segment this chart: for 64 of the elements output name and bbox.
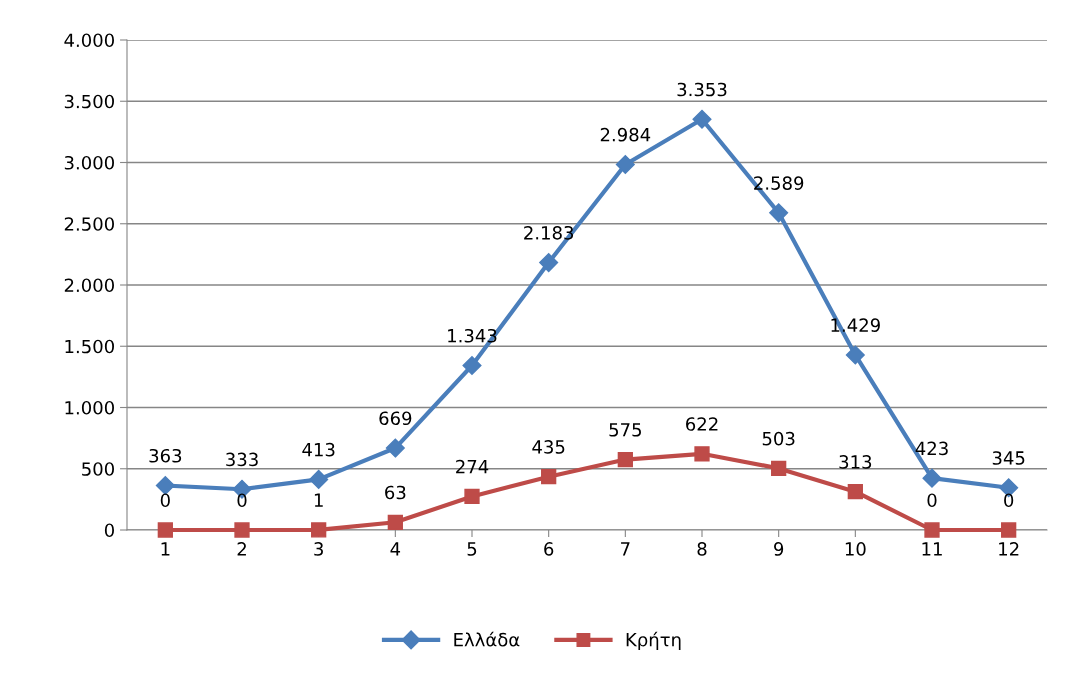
x-tick-label: 4 [390,542,401,556]
y-tick-label: 1.500 [65,339,114,354]
data-label: 423 [915,441,948,456]
point [387,514,403,530]
x-tick-label: 6 [544,542,554,556]
point [234,522,250,538]
data-label: 63 [385,485,406,500]
point [462,355,482,376]
data-label: 0 [1004,493,1014,508]
point [615,154,635,174]
x-tick-label: 12 [999,542,1019,556]
point [539,253,559,273]
y-tick-label: 0 [104,523,114,538]
point [1001,522,1017,538]
point [309,469,329,489]
x-tick-label: 11 [922,542,942,556]
data-label: 575 [609,423,641,437]
data-label: 1 [314,493,323,507]
y-tick-label: 500 [82,462,114,476]
point [464,488,480,505]
point [617,451,633,468]
data-label: 435 [532,440,565,454]
y-tick-label: 4.000 [64,33,114,48]
x-tick-label: 8 [697,542,707,556]
x-tick-label: 3 [314,542,323,556]
legend-label: Κρήτη [626,631,681,651]
x-tick-label: 10 [845,542,866,556]
point [845,345,865,365]
point [692,109,712,129]
y-tick-label: 3.500 [64,94,114,109]
data-label: 0 [927,493,937,508]
data-label: 345 [992,451,1025,465]
point [924,522,940,538]
data-label: 503 [762,431,795,446]
data-label: 363 [149,448,182,463]
legend-label: Ελλάδα [454,631,520,647]
point [541,469,557,485]
x-tick-label: 1 [161,542,170,556]
data-label: 333 [226,452,258,467]
y-tick-label: 2.500 [64,217,114,231]
data-label: 622 [686,417,718,431]
point [385,438,405,458]
data-label: 3.353 [677,82,727,97]
data-label: 669 [379,411,412,426]
data-label: 413 [302,442,335,457]
x-tick-label: 7 [621,542,630,556]
point [694,446,710,462]
data-label: 0 [237,493,247,508]
data-label: 274 [456,459,489,474]
y-tick-label: 1.000 [65,400,114,415]
x-tick-label: 9 [774,542,784,556]
data-label: 313 [839,455,872,469]
point [769,203,789,223]
point [157,522,173,538]
data-label: 2.984 [600,127,651,142]
y-tick-label: 3.000 [64,155,114,170]
x-tick-label: 5 [467,542,477,556]
point [847,484,863,500]
point [311,522,327,538]
y-tick-label: 2.000 [64,278,114,293]
point [922,468,942,488]
point [771,460,787,477]
data-label: 0 [160,493,170,508]
x-tick-label: 2 [237,542,246,556]
